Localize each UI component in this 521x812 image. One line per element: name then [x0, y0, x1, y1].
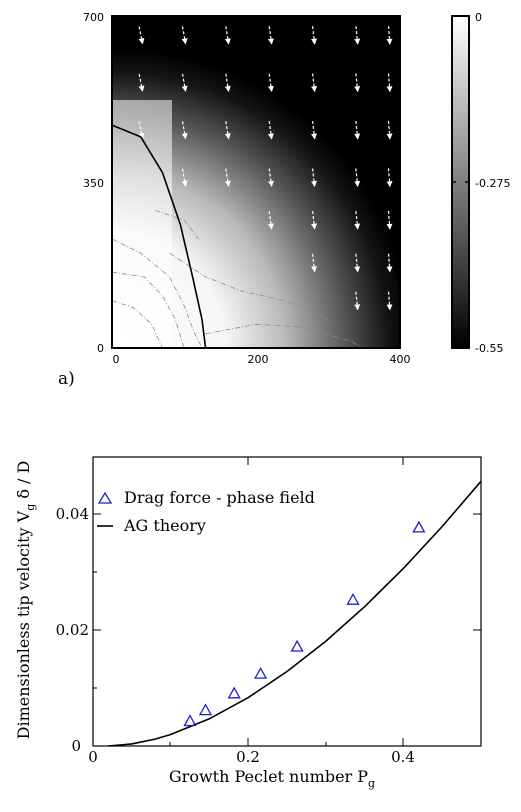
velocity-arrow — [224, 121, 231, 140]
colorbar-label-bottom: -0.55 — [475, 342, 503, 355]
data-point-triangle — [412, 520, 426, 533]
velocity-arrow — [138, 121, 145, 140]
y-tick-b-0.04: 0.04 — [56, 505, 89, 523]
velocity-arrow — [354, 211, 361, 230]
x-tick-0: 0 — [113, 353, 120, 366]
y-tick-0: 0 — [97, 342, 104, 355]
panel-a: 700 350 0 0 200 400 a) 0 -0.275 -0.55 — [58, 11, 510, 389]
data-point-triangle — [227, 686, 241, 699]
velocity-arrow — [354, 73, 361, 93]
velocity-arrow — [181, 73, 188, 92]
velocity-arrow — [386, 26, 393, 45]
velocity-arrow — [354, 120, 361, 140]
contour-line — [205, 323, 365, 348]
panel-label-a: a) — [58, 369, 75, 389]
velocity-arrow — [311, 120, 318, 140]
velocity-arrow — [267, 73, 274, 93]
velocity-arrow — [354, 26, 361, 45]
velocity-arrow — [311, 253, 318, 273]
y-tick-700: 700 — [83, 11, 104, 24]
legend: Drag force - phase field AG theory — [97, 488, 315, 535]
velocity-arrow — [386, 210, 393, 230]
velocity-arrow — [224, 73, 231, 93]
velocity-arrow — [181, 121, 188, 140]
contour-line — [155, 210, 199, 240]
plot-b-frame — [92, 456, 482, 747]
velocity-arrow — [267, 211, 274, 230]
data-point-triangle — [198, 703, 213, 716]
y-tick-350: 350 — [83, 177, 104, 190]
data-point-triangle — [290, 639, 304, 652]
velocity-arrow — [311, 168, 318, 188]
velocity-arrow — [224, 168, 231, 187]
plot-a-frame — [111, 15, 401, 349]
phase-field-markers — [183, 520, 426, 727]
contour-lines — [112, 210, 365, 348]
data-point-triangle — [253, 666, 268, 679]
x-tick-b-0.2: 0.2 — [236, 748, 260, 766]
colorbar: 0 -0.275 -0.55 — [451, 11, 510, 355]
x-tick-200: 200 — [248, 353, 269, 366]
x-tick-b-0: 0 — [88, 748, 98, 766]
ag-theory-curve — [108, 480, 482, 747]
legend-triangle-icon — [97, 491, 113, 504]
contour-line — [112, 271, 185, 348]
legend-label-drag-force: Drag force - phase field — [124, 488, 315, 507]
velocity-arrow — [181, 26, 188, 45]
velocity-arrow — [267, 121, 274, 140]
panel-b: 0.04 0.02 0 0 0.2 0.4 Growth Peclet numb… — [14, 456, 482, 790]
velocity-arrow — [354, 253, 361, 273]
velocity-arrow — [224, 26, 231, 45]
y-axis-label: Dimensionless tip velocity Vg δ / D — [14, 461, 37, 740]
crystal-region — [112, 100, 172, 348]
velocity-arrow — [311, 73, 318, 93]
velocity-arrows — [138, 26, 393, 311]
y-tick-b-0.02: 0.02 — [56, 621, 89, 639]
contour-line — [169, 252, 329, 320]
velocity-arrow — [386, 120, 393, 140]
velocity-arrow — [311, 26, 318, 45]
velocity-arrow — [267, 168, 274, 187]
velocity-arrow — [181, 168, 188, 187]
velocity-arrow — [386, 168, 393, 188]
legend-label-ag-theory: AG theory — [123, 516, 206, 535]
velocity-arrow — [267, 26, 274, 45]
velocity-arrow — [386, 73, 393, 93]
velocity-arrow — [311, 211, 318, 230]
x-tick-b-0.4: 0.4 — [391, 748, 415, 766]
x-axis-label: Growth Peclet number Pg — [169, 767, 375, 790]
y-tick-b-0: 0 — [71, 737, 81, 755]
velocity-arrow — [138, 26, 145, 45]
velocity-arrow — [386, 291, 393, 311]
x-ticks-b — [169, 457, 404, 746]
velocity-arrow — [354, 291, 361, 311]
colorbar-label-top: 0 — [475, 11, 482, 24]
velocity-arrow — [138, 73, 145, 92]
colorbar-label-mid: -0.275 — [475, 177, 510, 190]
contour-line — [112, 300, 163, 348]
velocity-arrow — [386, 253, 393, 273]
y-ticks-b — [93, 456, 481, 689]
contour-line — [112, 238, 203, 348]
interface-curve — [112, 124, 207, 348]
data-point-triangle — [346, 592, 360, 605]
data-point-triangle — [183, 714, 197, 727]
x-tick-400: 400 — [390, 353, 411, 366]
velocity-arrow — [354, 168, 361, 188]
